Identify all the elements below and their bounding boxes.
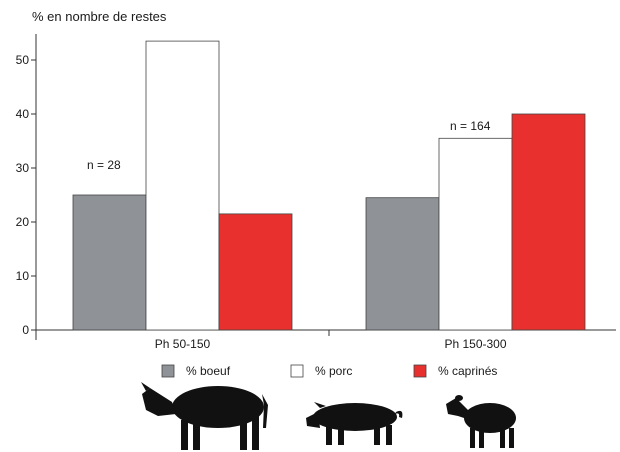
x-tick-label: Ph 150-300 [444, 337, 506, 351]
legend-label: % boeuf [186, 364, 231, 378]
x-tick-labels: Ph 50-150 Ph 150-300 [155, 337, 507, 351]
y-tick-label: 10 [16, 269, 30, 283]
bar [438, 137, 513, 331]
legend: % boeuf % porc % caprinés [161, 364, 497, 378]
x-tick-label: Ph 50-150 [155, 337, 211, 351]
y-tick-label: 50 [16, 53, 30, 67]
y-axis-label: % en nombre de restes [32, 9, 167, 24]
plot-area: 0 10 20 30 40 50 Ph 50-150 Ph 150-300 [16, 34, 616, 351]
annotation-n-28: n = 28 [87, 158, 121, 172]
cow-silhouette [141, 382, 268, 450]
bar [365, 197, 440, 331]
y-ticks: 0 10 20 30 40 50 [16, 53, 36, 337]
annotation-n-164: n = 164 [450, 119, 491, 133]
bar [72, 194, 147, 331]
y-tick-label: 20 [16, 215, 30, 229]
y-tick-label: 30 [16, 161, 30, 175]
pig-silhouette [306, 402, 403, 445]
legend-label: % porc [315, 364, 352, 378]
legend-label: % caprinés [438, 364, 497, 378]
legend-swatch [290, 364, 304, 378]
y-tick-label: 40 [16, 107, 30, 121]
sheep-silhouette [446, 395, 516, 448]
legend-swatch [161, 364, 175, 378]
y-tick-label: 0 [22, 323, 29, 337]
bar [511, 113, 586, 331]
bar [145, 40, 220, 331]
bar [218, 213, 293, 331]
legend-swatch [413, 364, 427, 378]
bars [72, 40, 586, 331]
